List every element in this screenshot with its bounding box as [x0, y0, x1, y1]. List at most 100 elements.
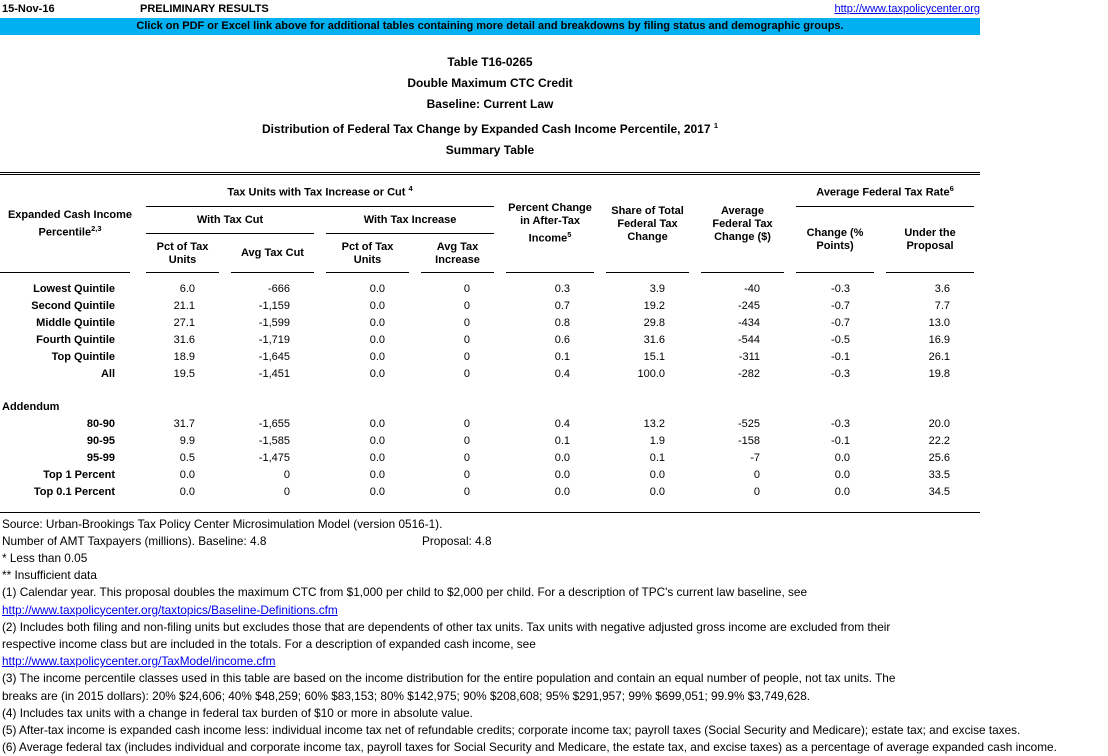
col-header-under-proposal: Under the Proposal [880, 207, 980, 273]
distribution-title: Distribution of Federal Tax Change by Ex… [0, 115, 980, 140]
table-cell: 0 [695, 467, 790, 484]
table-cell: 31.6 [600, 332, 695, 349]
table-cell: -0.3 [790, 416, 880, 433]
table-cell: 0.0 [790, 467, 880, 484]
table-cell: 0 [415, 467, 500, 484]
table-cell: 16.9 [880, 332, 980, 349]
table-cell: 0.0 [500, 467, 600, 484]
table-cell: 19.2 [600, 298, 695, 315]
col-header-income-percentile: Expanded Cash Income Percentile2,3 [0, 175, 140, 273]
row-label: 90-95 [0, 433, 140, 450]
table-cell: 0 [695, 484, 790, 501]
table-cell: 0.0 [790, 484, 880, 501]
table-cell: 0 [225, 467, 320, 484]
amt-proposal-value: Proposal: 4.8 [422, 533, 492, 550]
col-header-pct-change-after-tax: Percent Change in After-Tax Income5 [500, 175, 600, 273]
table-cell: -7 [695, 450, 790, 467]
col-group-with-tax-increase: With Tax Increase [320, 207, 500, 234]
table-cell: 21.1 [140, 298, 225, 315]
table-cell: 33.5 [880, 467, 980, 484]
spacer-row [0, 273, 980, 281]
table-cell: 0.0 [320, 281, 415, 298]
report-date: 15-Nov-16 [2, 3, 140, 15]
table-cell: -311 [695, 349, 790, 366]
row-label: Top 0.1 Percent [0, 484, 140, 501]
table-cell: 18.9 [140, 349, 225, 366]
table-cell: -1,655 [225, 416, 320, 433]
proposal-title: Double Maximum CTC Credit [0, 73, 980, 94]
table-cell: -0.3 [790, 281, 880, 298]
table-cell: 0 [415, 366, 500, 383]
table-cell: 0.4 [500, 416, 600, 433]
table-cell: 0.5 [140, 450, 225, 467]
footnote-line: (4) Includes tax units with a change in … [2, 705, 1108, 722]
footnote-line: breaks are (in 2015 dollars): 20% $24,60… [2, 688, 1108, 705]
table-cell: 0 [415, 332, 500, 349]
numbered-notes: (1) Calendar year. This proposal doubles… [2, 584, 1108, 756]
footnote-line: http://www.taxpolicycenter.org/taxtopics… [2, 602, 1108, 619]
table-cell: 22.2 [880, 433, 980, 450]
row-label: Lowest Quintile [0, 281, 140, 298]
footnote-line: (5) After-tax income is expanded cash in… [2, 722, 1108, 739]
table-cell: -282 [695, 366, 790, 383]
table-cell: 0.0 [320, 349, 415, 366]
col-group-avg-fed-tax-rate: Average Federal Tax Rate6 [790, 175, 980, 207]
table-cell: -158 [695, 433, 790, 450]
table-cell: 0.0 [500, 450, 600, 467]
row-label: Fourth Quintile [0, 332, 140, 349]
table-cell: -1,475 [225, 450, 320, 467]
row-label: 95-99 [0, 450, 140, 467]
col-header-share-of-total: Share of Total Federal Tax Change [600, 175, 695, 273]
footnote-link[interactable]: http://www.taxpolicycenter.org/TaxModel/… [2, 654, 275, 668]
table-cell: -0.5 [790, 332, 880, 349]
table-cell: -434 [695, 315, 790, 332]
table-cell: 0 [415, 349, 500, 366]
table-cell: 0.0 [320, 467, 415, 484]
table-cell: -0.1 [790, 433, 880, 450]
table-cell: 0.0 [320, 484, 415, 501]
table-cell: 26.1 [880, 349, 980, 366]
table-cell: -1,599 [225, 315, 320, 332]
table-cell: 20.0 [880, 416, 980, 433]
table-cell: -0.7 [790, 298, 880, 315]
taxpolicycenter-link[interactable]: http://www.taxpolicycenter.org [834, 3, 980, 15]
table-cell: 0 [415, 281, 500, 298]
table-cell: 6.0 [140, 281, 225, 298]
table-cell: -1,585 [225, 433, 320, 450]
table-cell: 0.0 [320, 416, 415, 433]
less-than-note: * Less than 0.05 [2, 550, 1108, 567]
table-cell: 0.0 [320, 433, 415, 450]
table-cell: 9.9 [140, 433, 225, 450]
table-cell: 7.7 [880, 298, 980, 315]
insufficient-data-note: ** Insufficient data [2, 567, 1108, 584]
table-cell: 29.8 [600, 315, 695, 332]
spacer-row [0, 501, 980, 512]
col-header-pct-tax-units-increase: Pct of Tax Units [320, 234, 415, 273]
spacer-row [0, 383, 980, 399]
summary-table: Expanded Cash Income Percentile2,3 Tax U… [0, 172, 980, 513]
table-cell: 0 [415, 315, 500, 332]
summary-table-title: Summary Table [0, 140, 980, 161]
table-cell: -666 [225, 281, 320, 298]
baseline-title: Baseline: Current Law [0, 94, 980, 115]
footnote-line: (2) Includes both filing and non-filing … [2, 619, 1108, 636]
footnote-link[interactable]: http://www.taxpolicycenter.org/taxtopics… [2, 603, 338, 617]
table-cell: 0 [415, 433, 500, 450]
info-banner: Click on PDF or Excel link above for add… [0, 18, 980, 35]
table-cell: -1,719 [225, 332, 320, 349]
table-cell: 13.2 [600, 416, 695, 433]
row-label: Top Quintile [0, 349, 140, 366]
table-cell: -245 [695, 298, 790, 315]
col-header-avg-tax-cut: Avg Tax Cut [225, 234, 320, 273]
table-cell: 19.5 [140, 366, 225, 383]
table-cell: -0.1 [790, 349, 880, 366]
